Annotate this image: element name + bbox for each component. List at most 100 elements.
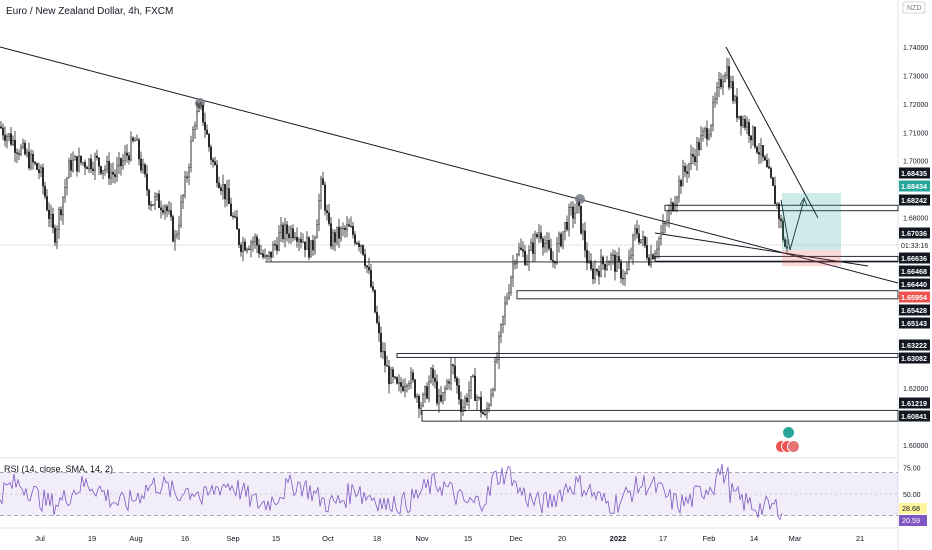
candle-body (434, 377, 436, 382)
price-axis[interactable]: 1.74000 1.73000 1.72000 1.71000 1.70000 1.680… (899, 1, 930, 526)
candle-body (482, 412, 484, 415)
descending-trendline[interactable] (0, 46, 899, 284)
candle-body (630, 255, 632, 258)
candle-body (254, 236, 256, 242)
zone-box[interactable] (396, 352, 899, 358)
candle-body (716, 87, 718, 100)
lower-trendline[interactable] (654, 232, 869, 267)
candle-body (504, 302, 506, 317)
long-position-tool[interactable] (782, 193, 841, 266)
candle-body (122, 160, 124, 167)
candle-body (14, 139, 16, 153)
candle-body (560, 233, 562, 247)
candle-body (112, 171, 114, 175)
candle-body (446, 381, 448, 389)
candle-body (382, 350, 384, 353)
candle-body (344, 227, 346, 230)
time-axis[interactable]: Jul 19 Aug 16 Sep 15 Oct 18 Nov 15 Dec 20 2022 17 Feb 1… (35, 534, 864, 543)
level-price-tag[interactable]: 1.61219 (899, 397, 930, 409)
candle-body (152, 204, 154, 206)
candle-body (484, 413, 486, 416)
candle-body (56, 229, 58, 243)
candle-body (324, 184, 326, 211)
candle-body (180, 201, 182, 226)
candle-body (632, 235, 634, 256)
short-trendline[interactable] (725, 46, 819, 219)
zone-box[interactable] (664, 204, 899, 212)
level-price-tag[interactable]: 1.63082 (899, 352, 930, 364)
candle-body (370, 270, 372, 287)
level-price-tag[interactable]: 1.68435 (899, 167, 930, 179)
loss-zone[interactable] (782, 250, 841, 266)
candle-body (44, 186, 46, 197)
rsi-indicator-title[interactable]: RSI (14, close, SMA, 14, 2) (4, 464, 114, 474)
candle-body (200, 105, 202, 108)
candle-body (10, 133, 12, 145)
candle-body (696, 142, 698, 163)
candle-body (598, 270, 600, 277)
svg-text:1.66468: 1.66468 (901, 267, 927, 276)
candle-body (388, 366, 390, 384)
time-tick-label: Dec (509, 534, 523, 543)
candle-body (340, 228, 342, 239)
candle-body (376, 311, 378, 323)
touch-point-marker[interactable] (575, 194, 585, 204)
stop-price-tag[interactable]: 1.65954 (899, 291, 930, 303)
candle-body (474, 375, 476, 401)
candle-body (62, 196, 64, 216)
candle-body (704, 128, 706, 132)
candle-body (378, 322, 380, 334)
candle-body (132, 137, 134, 141)
candle-body (150, 204, 152, 206)
support-resistance-levels (265, 204, 899, 422)
currency-label[interactable]: NZD (902, 1, 926, 14)
rsi-sma-tag[interactable]: 28.68 (899, 503, 927, 514)
candle-body (780, 218, 782, 222)
target-price-tag[interactable]: 1.68434 (899, 180, 930, 192)
candle-body (404, 386, 406, 391)
candle-body (418, 395, 420, 409)
zone-box[interactable] (654, 255, 899, 262)
green-dot-icon (782, 426, 795, 439)
svg-text:1.66440: 1.66440 (901, 280, 927, 289)
level-price-tag[interactable]: 1.65428 (899, 304, 930, 316)
candle-body (60, 209, 62, 216)
candle-body (66, 177, 68, 188)
candle-body (290, 228, 292, 239)
time-tick-label: 18 (373, 534, 381, 543)
candle-body (416, 395, 418, 398)
last-price-tag[interactable]: 1.67036 (899, 227, 930, 239)
candle-body (628, 257, 630, 270)
candle-body (420, 405, 422, 409)
entry-price-tag[interactable]: 1.66440 (899, 278, 930, 290)
candle-body (334, 232, 336, 243)
zone-box[interactable] (516, 290, 899, 300)
candle-body (706, 128, 708, 140)
candle-body (496, 359, 498, 362)
zone-box[interactable] (421, 409, 899, 422)
time-tick-label: 14 (750, 534, 758, 543)
profit-zone[interactable] (782, 193, 841, 250)
candle-body (664, 222, 666, 225)
candle-body (440, 395, 442, 402)
candle-body (194, 125, 196, 130)
projection-path[interactable] (780, 199, 805, 251)
candle-body (52, 213, 54, 229)
level-price-tag[interactable]: 1.60841 (899, 410, 930, 422)
candle-body (670, 202, 672, 211)
candle-body (322, 178, 324, 186)
level-price-tag[interactable]: 1.66636 (899, 252, 930, 264)
level-price-tag[interactable]: 1.66468 (899, 265, 930, 277)
level-price-tag[interactable]: 1.65143 (899, 317, 930, 329)
price-tick-label: 1.68000 (903, 216, 928, 223)
candle-body (428, 381, 430, 399)
level-price-tag[interactable]: 1.63222 (899, 339, 930, 351)
candle-body (32, 154, 34, 163)
alerts-icon-stack[interactable] (775, 426, 805, 456)
candle-body (454, 365, 456, 379)
candle-body (574, 212, 576, 219)
candle-body (770, 168, 772, 178)
level-price-tag[interactable]: 1.68242 (899, 194, 930, 206)
rsi-value-tag[interactable]: 20.59 (899, 515, 927, 526)
